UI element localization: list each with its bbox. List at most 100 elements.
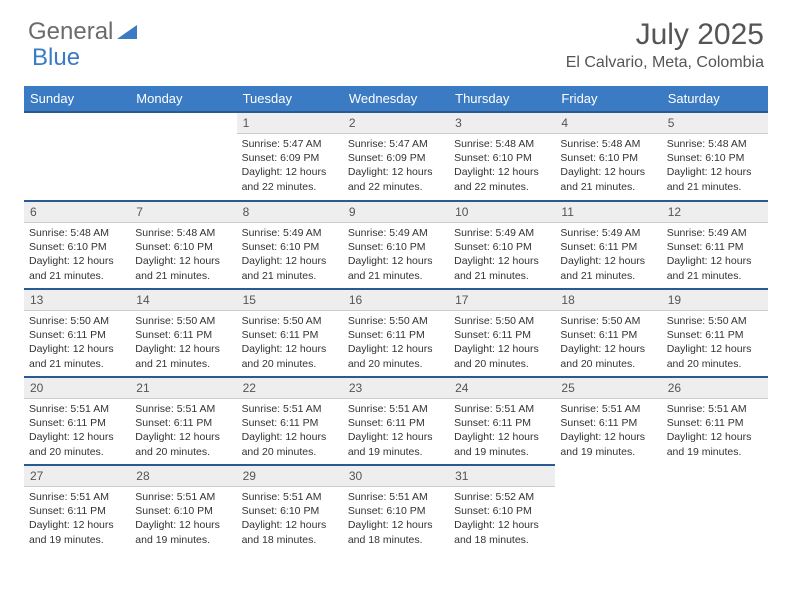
weekday-header: Saturday	[662, 86, 768, 112]
day-content: Sunrise: 5:51 AM Sunset: 6:11 PM Daylight:…	[130, 399, 236, 463]
daylight-line: Daylight: 12 hours and 21 minutes.	[135, 255, 220, 281]
weekday-header: Friday	[555, 86, 661, 112]
sunset-line: Sunset: 6:11 PM	[242, 329, 319, 341]
day-number: 9	[343, 200, 449, 223]
daylight-line: Daylight: 12 hours and 19 minutes.	[454, 431, 539, 457]
day-content: Sunrise: 5:51 AMSunset: 6:10 PMDaylight:…	[343, 487, 449, 551]
calendar-day-cell: 5Sunrise: 5:48 AMSunset: 6:10 PMDaylight…	[662, 112, 768, 200]
calendar-day-cell: 25Sunrise: 5:51 AMSunset: 6:11 PMDayligh…	[555, 376, 661, 464]
calendar-day-cell: 28Sunrise: 5:51 AMSunset: 6:10 PMDayligh…	[130, 464, 236, 552]
calendar-week-row: 20Sunrise: 5:51 AMSunset: 6:11 PMDayligh…	[24, 376, 768, 464]
day-content: Sunrise: 5:51 AMSunset: 6:10 PMDaylight:…	[237, 487, 343, 551]
sunrise-line: Sunrise: 5:50 AM	[29, 315, 109, 327]
calendar-day-cell: 20Sunrise: 5:51 AMSunset: 6:11 PMDayligh…	[24, 376, 130, 464]
day-content: Sunrise: 5:51 AMSunset: 6:11 PMDaylight:…	[24, 399, 130, 463]
daylight-line: Daylight: 12 hours and 21 minutes.	[667, 255, 752, 281]
day-number: 15	[237, 288, 343, 311]
sunset-line: Sunset: 6:10 PM	[348, 505, 426, 517]
day-number: 17	[449, 288, 555, 311]
daylight-line: Daylight: 12 hours and 21 minutes.	[135, 343, 220, 369]
day-number: 27	[24, 464, 130, 487]
sunrise-line: Sunrise: 5:51 AM	[135, 403, 215, 415]
calendar-day-cell: 12Sunrise: 5:49 AMSunset: 6:11 PMDayligh…	[662, 200, 768, 288]
day-content: Sunrise: 5:51 AMSunset: 6:11 PMDaylight:…	[343, 399, 449, 463]
day-number: 30	[343, 464, 449, 487]
sunrise-line: Sunrise: 5:49 AM	[560, 227, 640, 239]
sunset-line: Sunset: 6:11 PM	[29, 505, 106, 517]
sunrise-line: Sunrise: 5:51 AM	[29, 403, 109, 415]
daylight-line: Daylight: 12 hours and 19 minutes.	[667, 431, 752, 457]
day-content: Sunrise: 5:49 AMSunset: 6:11 PMDaylight:…	[555, 223, 661, 287]
daylight-line: Daylight: 12 hours and 22 minutes.	[242, 166, 327, 192]
sunset-line: Sunset: 6:11 PM	[135, 329, 212, 341]
sunrise-line: Sunrise: 5:51 AM	[667, 403, 747, 415]
day-number: 6	[24, 200, 130, 223]
daylight-line: Daylight: 12 hours and 18 minutes.	[242, 519, 327, 545]
calendar-day-cell: 18Sunrise: 5:50 AMSunset: 6:11 PMDayligh…	[555, 288, 661, 376]
calendar-day-cell: 14Sunrise: 5:50 AMSunset: 6:11 PMDayligh…	[130, 288, 236, 376]
calendar-day-cell: 6Sunrise: 5:48 AMSunset: 6:10 PMDaylight…	[24, 200, 130, 288]
calendar-day-cell: 13Sunrise: 5:50 AMSunset: 6:11 PMDayligh…	[24, 288, 130, 376]
sunset-line: Sunset: 6:11 PM	[135, 417, 212, 429]
daylight-line: Daylight: 12 hours and 20 minutes.	[348, 343, 433, 369]
calendar-day-cell: ..	[555, 464, 661, 552]
sunset-line: Sunset: 6:10 PM	[242, 241, 320, 253]
weekday-header: Thursday	[449, 86, 555, 112]
daylight-line: Daylight: 12 hours and 19 minutes.	[135, 519, 220, 545]
sunset-line: Sunset: 6:10 PM	[348, 241, 426, 253]
sunset-line: Sunset: 6:09 PM	[242, 152, 320, 164]
sunrise-line: Sunrise: 5:50 AM	[135, 315, 215, 327]
sunrise-line: Sunrise: 5:48 AM	[667, 138, 747, 150]
sunrise-line: Sunrise: 5:51 AM	[135, 491, 215, 503]
day-number: 19	[662, 288, 768, 311]
day-number: 8	[237, 200, 343, 223]
calendar-day-cell: 24Sunrise: 5:51 AMSunset: 6:11 PMDayligh…	[449, 376, 555, 464]
calendar-day-cell: 30Sunrise: 5:51 AMSunset: 6:10 PMDayligh…	[343, 464, 449, 552]
sunset-line: Sunset: 6:11 PM	[348, 329, 425, 341]
sunset-line: Sunset: 6:11 PM	[29, 329, 106, 341]
sunset-line: Sunset: 6:11 PM	[667, 417, 744, 429]
sunrise-line: Sunrise: 5:51 AM	[348, 403, 428, 415]
day-number: 1	[237, 113, 343, 134]
sunset-line: Sunset: 6:11 PM	[560, 329, 637, 341]
sunset-line: Sunset: 6:11 PM	[667, 241, 744, 253]
day-content: Sunrise: 5:49 AM Sunset: 6:11 PM Daylight:…	[662, 223, 768, 287]
day-number: 2	[343, 113, 449, 134]
day-content: Sunrise: 5:49 AMSunset: 6:10 PMDaylight:…	[449, 223, 555, 287]
calendar-day-cell: 8Sunrise: 5:49 AMSunset: 6:10 PMDaylight…	[237, 200, 343, 288]
day-number: 25	[555, 376, 661, 399]
sunrise-line: Sunrise: 5:50 AM	[667, 315, 747, 327]
day-content: Sunrise: 5:48 AMSunset: 6:10 PMDaylight:…	[555, 134, 661, 198]
sunrise-line: Sunrise: 5:49 AM	[667, 227, 747, 239]
daylight-line: Daylight: 12 hours and 20 minutes.	[135, 431, 220, 457]
calendar-day-cell: 21Sunrise: 5:51 AMSunset: 6:11 PMDayligh…	[130, 376, 236, 464]
sunrise-line: Sunrise: 5:49 AM	[242, 227, 322, 239]
calendar-day-cell: 10Sunrise: 5:49 AMSunset: 6:10 PMDayligh…	[449, 200, 555, 288]
sunset-line: Sunset: 6:11 PM	[560, 417, 637, 429]
daylight-line: Daylight: 12 hours and 22 minutes.	[454, 166, 539, 192]
day-number: 24	[449, 376, 555, 399]
day-content: Sunrise: 5:51 AMSunset: 6:11 PMDaylight:…	[449, 399, 555, 463]
sunset-line: Sunset: 6:11 PM	[29, 417, 106, 429]
sunrise-line: Sunrise: 5:48 AM	[135, 227, 215, 239]
day-content: Sunrise: 5:50 AMSunset: 6:11 PMDaylight:…	[343, 311, 449, 375]
sunrise-line: Sunrise: 5:51 AM	[242, 491, 322, 503]
day-content: Sunrise: 5:52 AMSunset: 6:10 PMDaylight:…	[449, 487, 555, 551]
day-content: Sunrise: 5:48 AMSunset: 6:10 PMDaylight:…	[449, 134, 555, 198]
sunrise-line: Sunrise: 5:51 AM	[454, 403, 534, 415]
day-number: 13	[24, 288, 130, 311]
daylight-line: Daylight: 12 hours and 21 minutes.	[667, 166, 752, 192]
calendar-week-row: ....1Sunrise: 5:47 AMSunset: 6:09 PMDayl…	[24, 112, 768, 200]
sunrise-line: Sunrise: 5:51 AM	[560, 403, 640, 415]
sunrise-line: Sunrise: 5:50 AM	[560, 315, 640, 327]
day-content: Sunrise: 5:47 AMSunset: 6:09 PMDaylight:…	[237, 134, 343, 198]
calendar-day-cell: ..	[130, 112, 236, 200]
weekday-header: Monday	[130, 86, 236, 112]
logo: General	[28, 18, 139, 46]
daylight-line: Daylight: 12 hours and 19 minutes.	[29, 519, 114, 545]
day-number: 5	[662, 113, 768, 134]
day-number: 26	[662, 376, 768, 399]
day-content: Sunrise: 5:50 AM Sunset: 6:11 PM Daylight:…	[130, 311, 236, 375]
calendar-day-cell: 3Sunrise: 5:48 AMSunset: 6:10 PMDaylight…	[449, 112, 555, 200]
weekday-header: Wednesday	[343, 86, 449, 112]
